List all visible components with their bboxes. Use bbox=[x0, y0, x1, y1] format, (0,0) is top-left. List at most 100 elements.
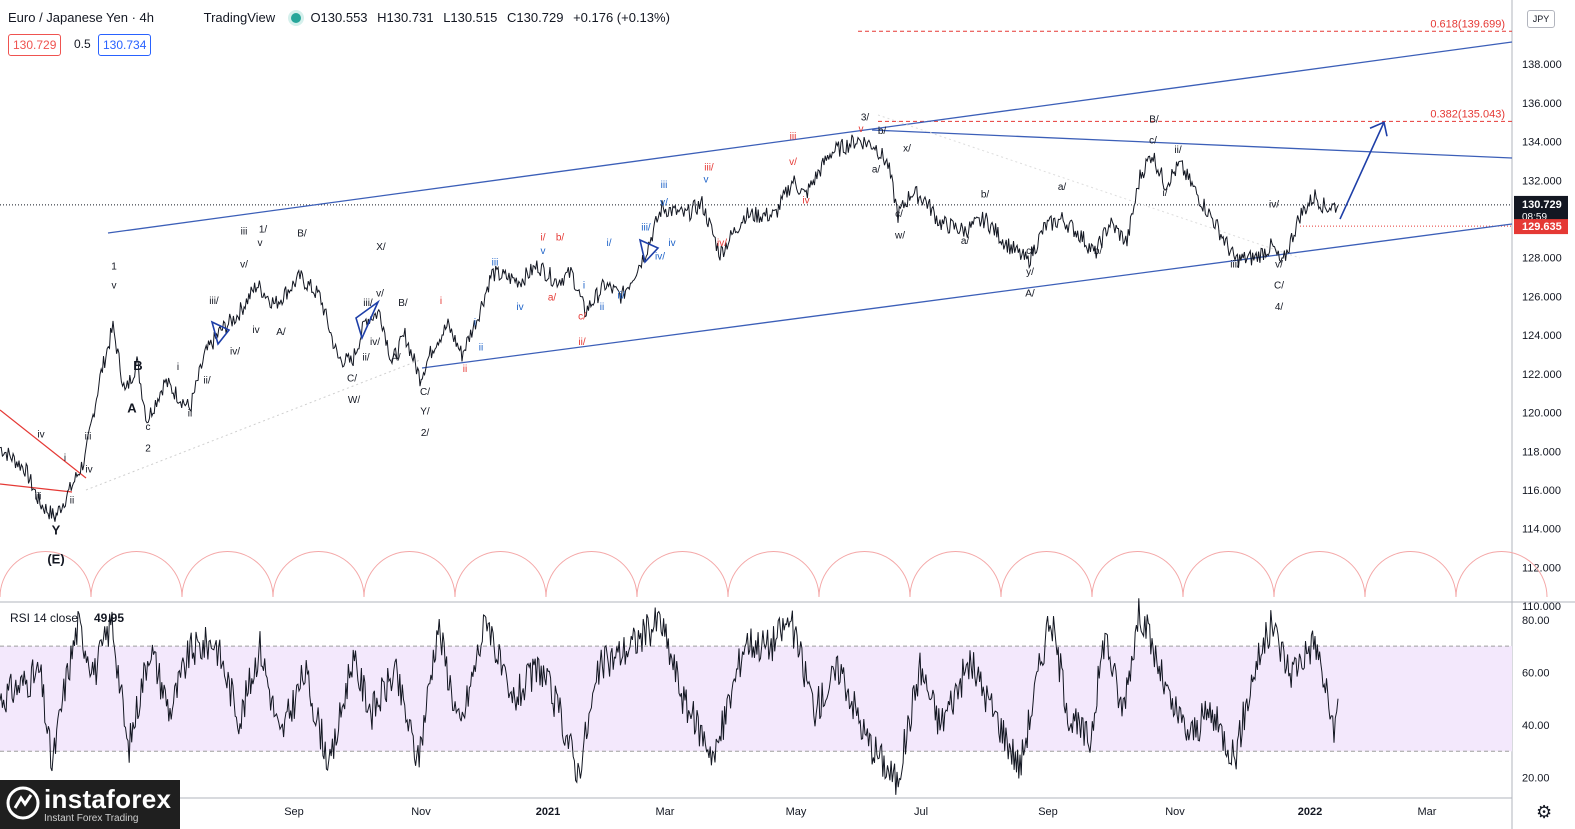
wave-label: iv/ bbox=[370, 337, 380, 348]
wave-label: 2/ bbox=[421, 428, 430, 439]
fib-level-label: 0.618(139.699) bbox=[1430, 18, 1505, 30]
projection-arrow-line bbox=[1339, 121, 1385, 220]
wave-label: B/ bbox=[297, 228, 307, 239]
time-axis-label: Sep bbox=[284, 806, 304, 818]
wave-label: b/ bbox=[556, 232, 565, 243]
wave-label: iii bbox=[241, 227, 248, 238]
faint-dotted-line bbox=[85, 359, 421, 491]
logo-tagline: Instant Forex Trading bbox=[44, 813, 139, 824]
wave-label: Y bbox=[52, 523, 61, 538]
wave-label: iv bbox=[802, 196, 809, 207]
triangle-marker bbox=[355, 299, 380, 341]
logo-name: instaforex bbox=[44, 784, 172, 814]
wave-label: i bbox=[64, 453, 66, 464]
wave-label: 3/ bbox=[861, 112, 870, 123]
fib-level-label: 0.382(135.043) bbox=[1430, 108, 1505, 120]
wave-label: ii/ bbox=[617, 290, 624, 301]
instaforex-logo: instaforex Instant Forex Trading bbox=[0, 780, 180, 829]
price-tick-label: 126.000 bbox=[1522, 291, 1562, 303]
cycle-arc bbox=[636, 551, 729, 598]
red-level-badge bbox=[1514, 219, 1568, 235]
price-tick-label: 112.000 bbox=[1522, 562, 1561, 574]
cycle-arc bbox=[545, 551, 638, 598]
wave-label: 2 bbox=[145, 443, 151, 454]
wave-label: iii/ bbox=[1230, 259, 1240, 270]
time-axis-label: Mar bbox=[656, 806, 675, 818]
rsi-tick-label: 60.00 bbox=[1522, 667, 1550, 679]
cycle-arc bbox=[1091, 551, 1184, 598]
cycle-arc bbox=[454, 551, 547, 598]
wave-label: i/ bbox=[607, 238, 612, 249]
wave-label: iv bbox=[668, 238, 675, 249]
rsi-band bbox=[0, 646, 1512, 752]
price-tick-label: 114.000 bbox=[1522, 524, 1561, 536]
projection-arrow-head bbox=[1369, 121, 1388, 137]
time-axis-label: 2022 bbox=[1298, 806, 1322, 818]
cycle-arc bbox=[363, 551, 456, 598]
wave-label: a/ bbox=[961, 236, 970, 247]
wave-label: A/ bbox=[1025, 288, 1035, 299]
ohlc-change: +0.176 (+0.13%) bbox=[573, 10, 670, 25]
wave-label: 1/ bbox=[259, 225, 268, 236]
wave-label: iv/ bbox=[655, 252, 665, 263]
rsi-series-line bbox=[0, 598, 1339, 795]
wave-label: 4/ bbox=[1275, 302, 1284, 313]
chart-header: Euro / Japanese Yen · 4h TradingView O13… bbox=[8, 10, 676, 25]
wave-label: v/ bbox=[1275, 259, 1283, 270]
triangle-marker bbox=[638, 238, 660, 264]
wave-label: iv bbox=[252, 325, 259, 336]
wave-label: v bbox=[53, 511, 58, 522]
wave-label: i/ bbox=[541, 232, 546, 243]
price-tick-label: 132.000 bbox=[1522, 175, 1562, 187]
ask-price-box[interactable]: 130.734 bbox=[98, 34, 152, 56]
wave-label: iii bbox=[661, 180, 668, 191]
time-axis-label: Mar bbox=[1418, 806, 1437, 818]
gear-icon[interactable]: ⚙ bbox=[1536, 802, 1553, 822]
wave-label: B/ bbox=[398, 298, 408, 309]
red-level-label: 129.635 bbox=[1522, 221, 1562, 233]
channel-line-0 bbox=[107, 41, 1513, 234]
wave-label: i bbox=[177, 362, 179, 373]
wave-label: x/ bbox=[903, 143, 911, 154]
wave-label: ii bbox=[463, 364, 467, 375]
wave-label: v bbox=[112, 281, 117, 292]
time-axis-label: May bbox=[786, 806, 807, 818]
wave-label: a/ bbox=[1058, 182, 1067, 193]
wave-label: b/ bbox=[878, 126, 887, 137]
wave-label: c/ bbox=[578, 312, 586, 323]
symbol-title[interactable]: Euro / Japanese Yen · 4h bbox=[8, 10, 155, 25]
wave-label: iii/ bbox=[704, 163, 714, 174]
wave-label: iv bbox=[85, 465, 92, 476]
bid-price-box[interactable]: 130.729 bbox=[8, 34, 62, 56]
instaforex-logo-icon bbox=[6, 786, 40, 820]
wave-label: iii/ bbox=[363, 298, 373, 309]
countdown-label: 08:59 bbox=[1522, 212, 1547, 223]
channel-line-2 bbox=[871, 129, 1513, 159]
wave-label: ii bbox=[479, 343, 483, 354]
wave-label: b/ bbox=[1094, 246, 1103, 257]
cycle-arc bbox=[90, 551, 183, 598]
currency-badge[interactable]: JPY bbox=[1527, 10, 1555, 28]
time-axis-label: Nov bbox=[1165, 806, 1185, 818]
wave-label: A bbox=[127, 401, 137, 416]
last-price-label: 130.729 bbox=[1522, 199, 1562, 211]
wave-label: ii/ bbox=[578, 337, 585, 348]
cycle-arc bbox=[181, 551, 274, 598]
wave-label: iv/ bbox=[230, 347, 240, 358]
wave-label: C/ bbox=[420, 387, 430, 398]
ohlc-low: L130.515 bbox=[443, 10, 498, 25]
wave-label: v bbox=[859, 124, 864, 135]
wave-label: ii bbox=[188, 408, 192, 419]
ohlc-open: O130.553 bbox=[310, 10, 368, 25]
wave-label: iv bbox=[516, 302, 523, 313]
wave-label: iii bbox=[492, 257, 499, 268]
price-series-line bbox=[0, 134, 1339, 522]
red-trend-line-upper bbox=[0, 409, 87, 479]
wave-label: iv/ bbox=[717, 238, 727, 249]
wave-label: C/ bbox=[1274, 281, 1284, 292]
price-tick-label: 122.000 bbox=[1522, 369, 1562, 381]
wave-label: ii bbox=[600, 302, 604, 313]
cycle-arc bbox=[909, 551, 1002, 598]
source-label: TradingView bbox=[203, 10, 276, 25]
